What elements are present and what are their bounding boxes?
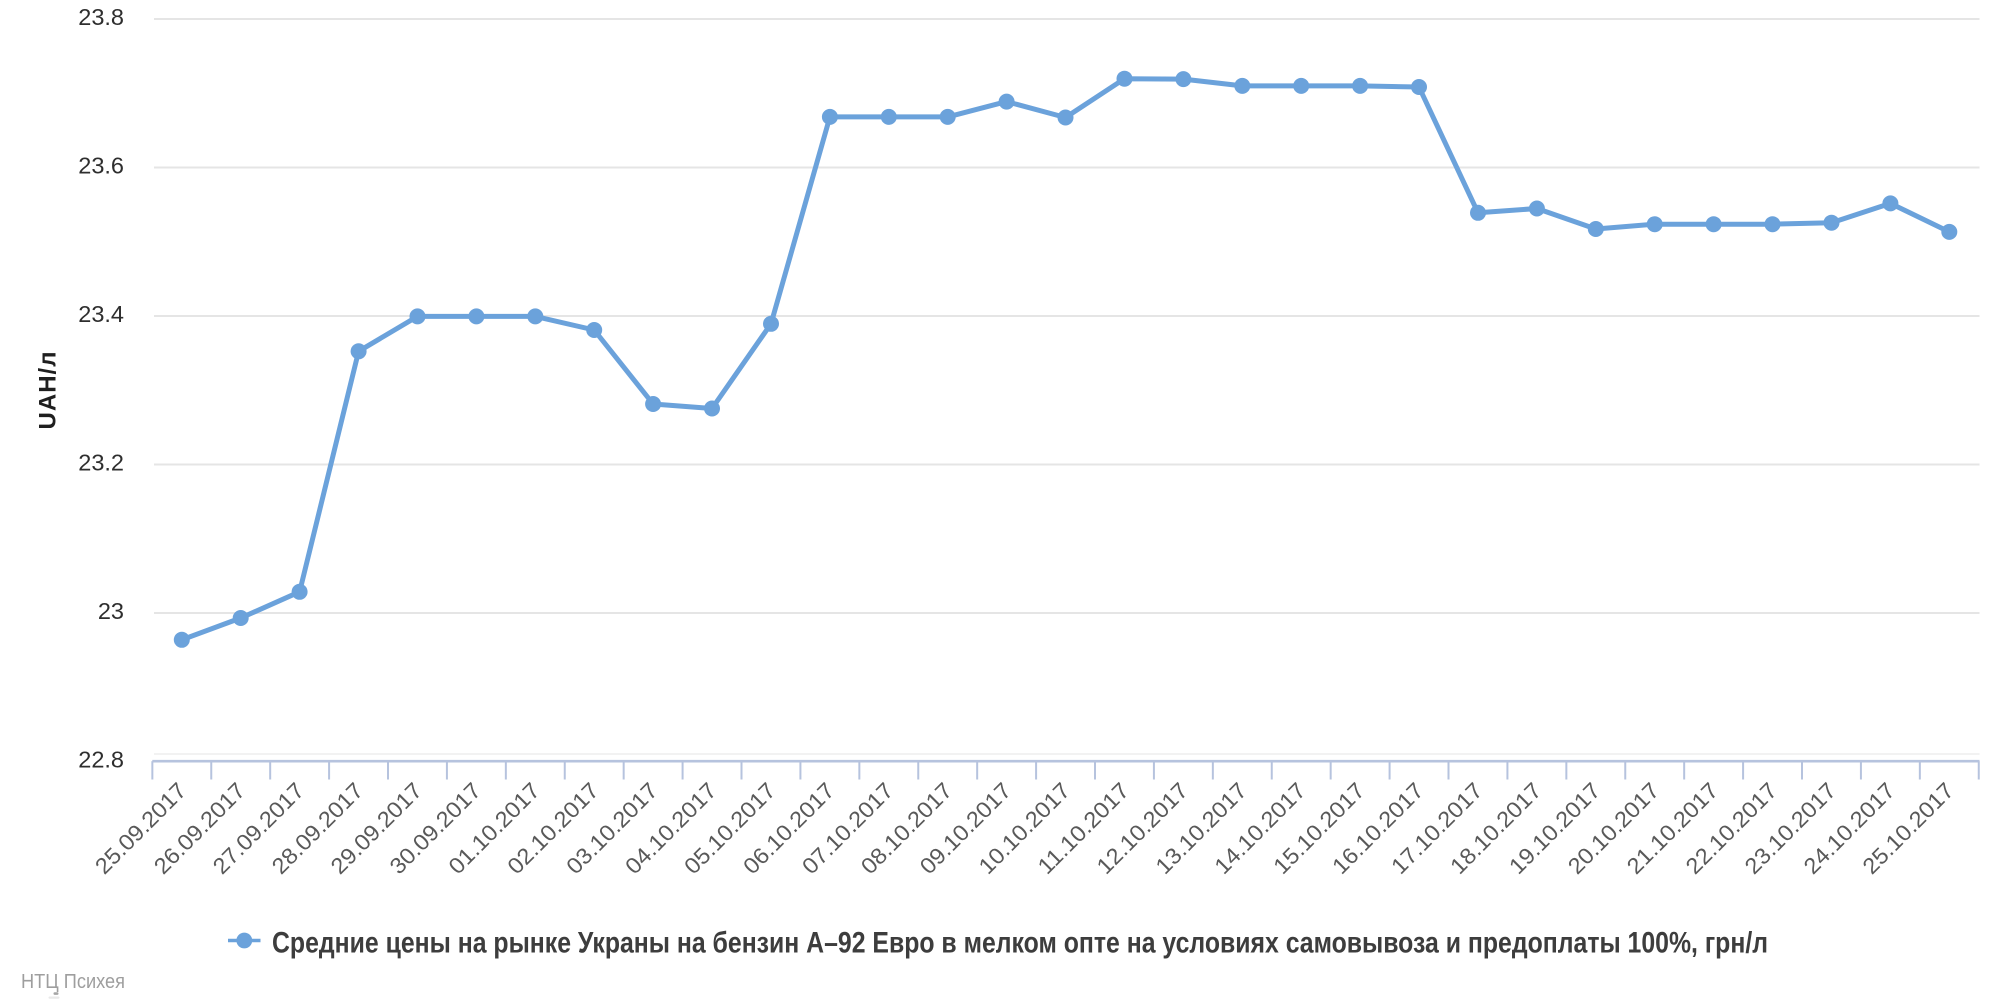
svg-text:Средние цены на рынке Украны н: Средние цены на рынке Украны на бензин А…: [272, 927, 1768, 960]
svg-text:23: 23: [98, 598, 124, 624]
svg-text:23.6: 23.6: [78, 153, 124, 179]
svg-text:23.8: 23.8: [78, 4, 124, 30]
svg-text:22.8: 22.8: [78, 746, 124, 772]
svg-text:НТЦ Психея: НТЦ Психея: [21, 970, 125, 993]
svg-text:UAH/л: UAH/л: [35, 351, 62, 430]
svg-text:23.4: 23.4: [78, 301, 124, 327]
svg-text:23.2: 23.2: [78, 450, 124, 476]
